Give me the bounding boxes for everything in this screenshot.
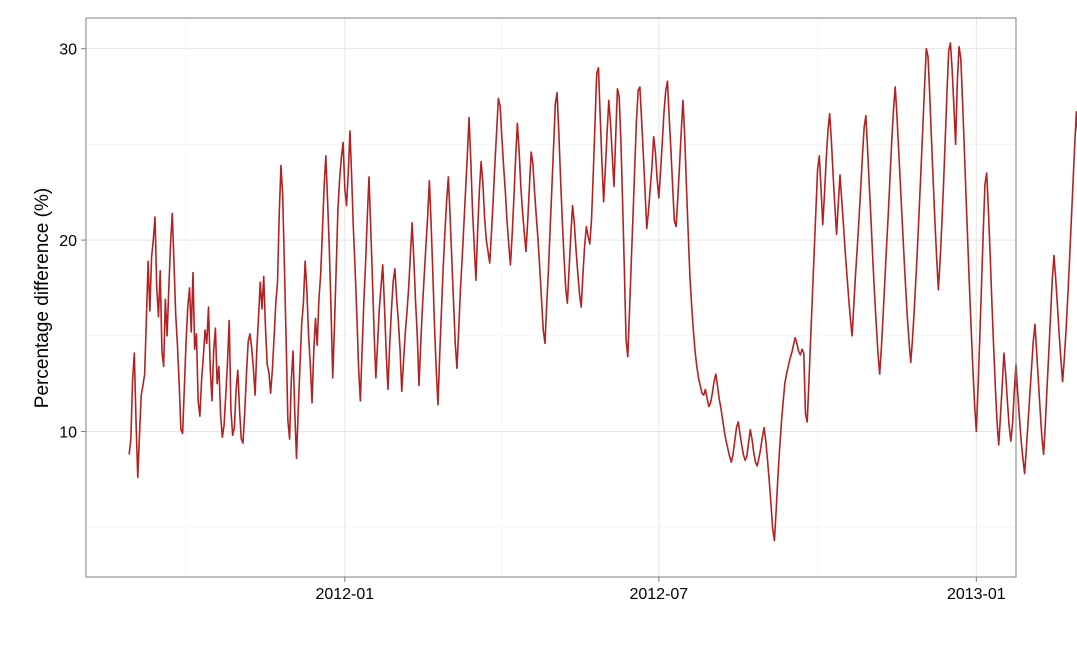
series-line-0 bbox=[128, 42, 1077, 542]
x-tick-label: 2013-01 bbox=[947, 586, 1006, 603]
y-axis-title: Percentage difference (%) bbox=[32, 188, 53, 408]
grid bbox=[86, 18, 1016, 577]
x-tick-label: 2012-07 bbox=[629, 586, 688, 603]
axes: 10 20 30 2012-01 2012-07 2013-01 bbox=[59, 42, 1006, 603]
plot-panel-border bbox=[85, 17, 1017, 578]
x-tick-label: 2012-01 bbox=[315, 586, 374, 603]
series-layer bbox=[128, 42, 1077, 542]
y-tick-label: 10 bbox=[59, 425, 77, 442]
y-tick-label: 20 bbox=[59, 233, 77, 250]
y-tick-label: 30 bbox=[59, 42, 77, 59]
